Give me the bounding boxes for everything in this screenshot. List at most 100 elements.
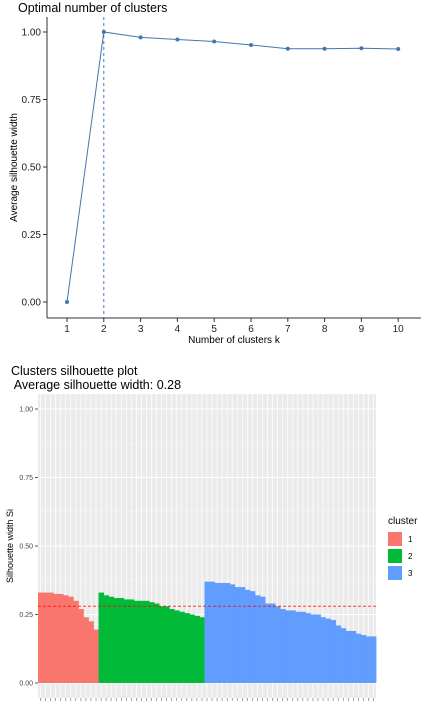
x-tick-label: 10 [393, 324, 405, 335]
legend-item: 1 [388, 531, 417, 547]
silhouette-bar [123, 599, 130, 683]
silhouette-bar [229, 584, 236, 683]
silhouette-bar [103, 595, 110, 683]
legend-swatch [388, 549, 402, 563]
silhouette-bar [350, 630, 357, 683]
y-tick-label: 0.50 [22, 163, 42, 174]
legend-title: cluster [388, 516, 418, 527]
silhouette-bar [133, 600, 140, 683]
x-tick-label: 4 [175, 324, 181, 335]
silhouette-bar [330, 619, 337, 683]
silhouette-bar [300, 611, 306, 683]
silhouette-bar [355, 633, 362, 683]
series-line [66, 31, 399, 303]
data-point [212, 39, 217, 44]
silhouette-bar [98, 592, 104, 683]
data-point [396, 47, 401, 52]
silhouette-bar [365, 636, 372, 683]
x-axis-label: Number of clusters k [188, 335, 281, 346]
silhouette-bar [234, 587, 241, 683]
silhouette-bar [259, 596, 266, 683]
silhouette-bar [275, 606, 281, 683]
x-tick-label: 9 [359, 324, 365, 335]
x-tick-label: 3 [138, 324, 144, 335]
x-tick-label: 5 [211, 324, 217, 335]
silhouette-bar [305, 613, 311, 683]
data-point [285, 46, 290, 51]
silhouette-bar [148, 602, 155, 683]
silhouette-bar [164, 606, 170, 683]
silhouette-bar [360, 635, 367, 683]
silhouette-bar [204, 581, 210, 683]
silhouette-bar [310, 614, 316, 683]
silhouette-bar [239, 587, 246, 683]
silhouette-bar [249, 591, 256, 683]
silhouette-bar [154, 603, 160, 683]
legend-label: 2 [408, 551, 413, 561]
silhouette-bar [174, 610, 180, 683]
data-point [322, 46, 327, 51]
y-tick-label: 0.75 [19, 475, 33, 482]
legend-swatch [388, 532, 402, 546]
silhouette-bar [214, 582, 221, 683]
silhouette-bar [335, 625, 342, 683]
silhouette-bar [73, 600, 79, 683]
silhouette-bar [340, 628, 347, 683]
y-tick-label: 1.00 [22, 28, 42, 39]
chart-title: Clusters silhouette plot [11, 364, 138, 378]
silhouette-bar [53, 593, 59, 683]
data-point [359, 46, 364, 51]
silhouette-bar [265, 603, 271, 683]
silhouette-bar [78, 609, 84, 683]
legend: cluster 1 2 3 [388, 516, 417, 582]
silhouette-bar [320, 617, 326, 683]
silhouette-bar [325, 618, 331, 683]
silhouette-bar [118, 598, 125, 683]
y-axis-label: Silhouette width Si [5, 509, 15, 583]
silhouette-bar [219, 582, 226, 683]
silhouette-chart: 0.00 0.25 0.50 0.75 1.00 Silhouette width Si [5, 394, 377, 701]
data-point [249, 42, 253, 47]
silhouette-bar [63, 595, 69, 683]
y-tick-label: 0.25 [22, 230, 42, 241]
x-tick-label: 8 [322, 324, 328, 335]
silhouette-bar [209, 581, 215, 683]
y-tick-label: 0.50 [19, 544, 33, 551]
data-point [175, 37, 180, 42]
silhouette-bar [38, 592, 44, 683]
y-tick-label: 0.00 [22, 298, 42, 309]
silhouette-bar [189, 614, 195, 683]
silhouette-bar [113, 598, 120, 683]
y-tick-label: 1.00 [19, 407, 33, 414]
x-tick-label: 1 [64, 324, 70, 335]
silhouette-bar [108, 596, 115, 683]
silhouette-bar [88, 621, 94, 683]
y-tick-label: 0.00 [19, 681, 33, 688]
silhouette-bar [179, 611, 185, 683]
silhouette-bar [270, 603, 276, 683]
silhouette-bar [194, 615, 200, 683]
silhouette-panel: Clusters silhouette plot Average silhoue… [0, 362, 446, 708]
chart-subtitle: Average silhouette width: 0.28 [11, 378, 182, 392]
silhouette-bar [184, 613, 190, 683]
silhouette-bar [280, 609, 286, 683]
silhouette-bar [143, 600, 150, 683]
silhouette-bar [83, 617, 89, 683]
silhouette-bar [370, 636, 377, 683]
data-point [101, 30, 106, 34]
silhouette-bar [345, 630, 352, 683]
y-tick-label: 0.75 [22, 95, 42, 106]
legend-item: 3 [388, 565, 417, 581]
data-point [65, 300, 69, 304]
y-tick-label: 0.25 [19, 612, 33, 619]
silhouette-bar [48, 592, 54, 683]
silhouette-bar [159, 606, 165, 683]
x-tick-label: 7 [285, 324, 291, 335]
silhouette-bar [58, 593, 64, 683]
data-point [138, 35, 143, 40]
silhouette-bar [290, 610, 296, 683]
silhouette-bar [93, 629, 99, 683]
silhouette-bar [199, 617, 205, 683]
silhouette-bar [43, 592, 49, 683]
legend-swatch [388, 566, 402, 580]
